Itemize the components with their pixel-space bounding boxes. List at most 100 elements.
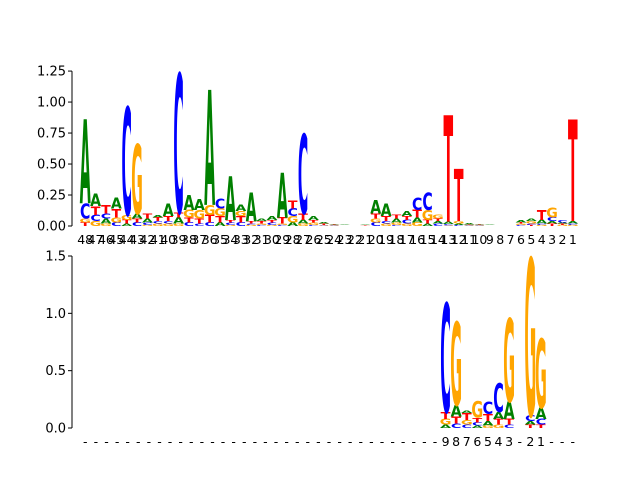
x-tick-label: - [221,434,226,449]
x-tick-label: - [178,434,183,449]
logo-letter-T: T [536,424,547,430]
logo-letter-G: G [111,216,123,224]
logo-letter-A: A [163,201,174,221]
logo-letter-T: T [483,413,494,424]
logo-letter-T: T [236,214,246,224]
logo-letter-A: A [225,166,236,235]
logo-letter-C: C [454,225,464,227]
logo-letter-G: G [380,223,392,227]
logo-letter-T: T [568,93,578,255]
x-tick-label: - [306,434,311,449]
x-tick-label: - [274,434,279,449]
x-tick-label: 30 [264,232,280,247]
x-tick-label: 1 [569,232,577,247]
logo-letter-T: T [174,211,184,219]
y-tick-label: 1.5 [45,250,66,265]
logo-letter-G: G [557,225,569,227]
logo-letter-C: C [412,195,422,215]
logo-letter-A: A [329,223,340,224]
x-tick-label: 15 [420,232,436,247]
x-tick-label: 7 [463,434,471,449]
x-tick-label: 22 [347,232,363,247]
logo-letter-T: T [462,411,473,422]
logo-letter-T: T [80,221,91,227]
y-tick-label: 0.00 [37,220,66,235]
logo-letter-A: A [235,203,246,213]
logo-letter-G: G [266,225,278,227]
logo-letter-G: G [173,223,185,227]
logo-letter-T: T [494,417,504,426]
x-tick-label: - [327,434,332,449]
x-tick-label: 32 [243,232,259,247]
logo-letter-A: A [339,224,350,225]
logo-letter-T: T [277,216,287,226]
logo-letter-A: A [111,195,123,213]
x-tick-label: 5 [527,232,535,247]
logo-letter-G: G [204,203,216,219]
x-tick-label: - [136,434,141,449]
logo-letter-T: T [309,219,319,223]
logo-letter-A: A [474,224,485,225]
logo-letter-C: C [329,225,339,226]
x-tick-label: 35 [212,232,228,247]
logo-letter-A: A [121,223,132,227]
logo-letter-A: A [567,221,578,225]
logo-letter-A: A [173,216,184,226]
x-tick-label: - [380,434,385,449]
logo-letter-C: C [122,78,132,250]
x-tick-label: - [147,434,152,449]
x-tick-label: 19 [378,232,394,247]
logo-letter-A: A [535,404,546,423]
x-tick-label: 2 [558,232,566,247]
logo-letter-A: A [493,410,505,421]
y-tick-label: 0.75 [37,127,66,142]
logo-letter-G: G [235,210,247,218]
logo-letter-T: T [319,223,329,225]
logo-letter-C: C [525,414,536,423]
logo-letter-C: C [142,222,152,226]
x-tick-label: 9 [442,434,450,449]
logo-letter-A: A [381,201,392,221]
logo-letter-A: A [266,215,278,221]
x-tick-label: 26 [305,232,321,247]
logo-letter-G: G [450,301,462,433]
x-tick-label: - [359,434,364,449]
x-tick-label: 41 [150,232,166,247]
logo-letter-T: T [298,212,308,222]
x-tick-label: - [422,434,427,449]
x-tick-label: 37 [191,232,207,247]
logo-letter-C: C [256,225,266,227]
logo-letter-G: G [121,214,133,222]
logo-letter-G: G [422,208,434,224]
x-tick-label: 24 [326,232,342,247]
x-tick-label: 29 [274,232,290,247]
x-tick-label: 6 [517,232,525,247]
logo-letter-T: T [246,221,256,225]
logo-letter-A: A [412,216,423,224]
logo-letter-G: G [401,223,413,227]
logo-letter-T: T [288,200,298,212]
logo-letter-C: C [298,114,308,240]
x-tick-label: - [401,434,406,449]
x-tick-label: - [517,434,522,449]
logo-letter-G: G [526,221,538,225]
logo-letter-C: C [215,197,225,213]
x-tick-label: - [94,434,99,449]
logo-letter-C: C [153,221,163,225]
logo-letter-G: G [567,225,579,227]
logo-letter-A: A [318,222,329,224]
logo-letter-C: C [536,417,547,426]
x-tick-label: 33 [233,232,249,247]
x-tick-label: 23 [337,232,353,247]
logo-letter-T: T [215,214,225,224]
logo-letter-A: A [277,162,288,232]
logo-letter-A: A [401,210,412,218]
logo-letter-T: T [454,156,464,239]
x-tick-label: - [316,434,321,449]
x-tick-label: - [284,434,289,449]
logo-letter-T: T [91,205,101,219]
x-tick-label: - [210,434,215,449]
x-tick-label: - [549,434,554,449]
x-tick-label: 39 [171,232,187,247]
x-tick-label: 6 [473,434,481,449]
